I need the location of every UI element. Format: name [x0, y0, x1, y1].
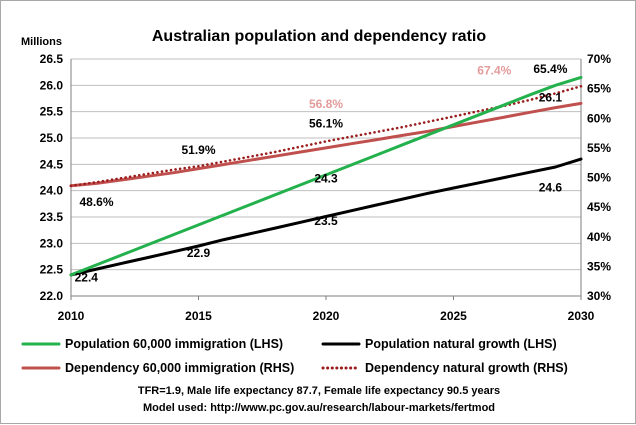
- right-tick-label: 35%: [587, 259, 611, 273]
- chart-title: Australian population and dependency rat…: [152, 28, 486, 45]
- data-label: 24.3: [314, 172, 338, 186]
- data-label: 56.8%: [309, 97, 343, 111]
- data-label: 51.9%: [181, 143, 215, 157]
- right-tick-label: 40%: [587, 230, 611, 244]
- data-label: 26.1: [539, 90, 563, 104]
- legend-label: Dependency natural growth (RHS): [365, 361, 568, 375]
- series-line-1: [69, 157, 583, 277]
- data-label: 22.4: [75, 271, 99, 285]
- left-tick-label: 23.5: [40, 210, 64, 224]
- series-line-2: [69, 101, 583, 188]
- legend-label: Population 60,000 immigration (LHS): [65, 337, 283, 351]
- left-tick-label: 22.0: [40, 289, 64, 303]
- right-tick-label: 45%: [587, 200, 611, 214]
- footnote-line-1: TFR=1.9, Male life expectancy 87.7, Fema…: [138, 385, 500, 397]
- series-line-0: [69, 75, 583, 277]
- x-tick-label: 2030: [568, 309, 595, 323]
- right-tick-label: 50%: [587, 171, 611, 185]
- data-label: 22.9: [187, 246, 211, 260]
- right-tick-label: 30%: [587, 289, 611, 303]
- left-axis-unit: Millions: [21, 36, 62, 48]
- right-tick-label: 70%: [587, 52, 611, 66]
- left-tick-label: 23.0: [40, 236, 64, 250]
- data-label: 65.4%: [533, 62, 567, 76]
- data-label: 48.6%: [79, 195, 113, 209]
- data-label: 56.1%: [309, 117, 343, 131]
- data-label: 23.5: [314, 214, 338, 228]
- left-tick-label: 25.0: [40, 131, 64, 145]
- left-tick-label: 24.0: [40, 184, 64, 198]
- x-tick-label: 2010: [58, 309, 85, 323]
- left-tick-label: 26.5: [40, 52, 64, 66]
- legend-label: Dependency 60,000 immigration (RHS): [65, 361, 294, 375]
- left-tick-label: 24.5: [40, 157, 64, 171]
- x-tick-label: 2025: [440, 309, 467, 323]
- left-tick-label: 26.0: [40, 78, 64, 92]
- footnote-line-2: Model used: http://www.pc.gov.au/researc…: [143, 402, 495, 414]
- right-tick-label: 65%: [587, 82, 611, 96]
- data-label: 24.6: [539, 181, 563, 195]
- left-tick-label: 22.5: [40, 263, 64, 277]
- data-labels: 22.4 22.9 23.5 24.3 24.6 26.1 48.6% 51.9% 56.1% 5…: [75, 62, 568, 284]
- legend-label: Population natural growth (LHS): [365, 337, 557, 351]
- gridlines: [71, 58, 581, 297]
- x-tick-label: 2020: [313, 309, 340, 323]
- data-label: 67.4%: [477, 63, 511, 77]
- series-lines: [69, 75, 583, 277]
- right-tick-label: 55%: [587, 141, 611, 155]
- x-tick-label: 2015: [185, 309, 212, 323]
- axes: 22.0 22.5 23.0 23.5 24.0 24.5 25.0 25.5 26.0 26.5…: [40, 52, 612, 323]
- left-tick-label: 25.5: [40, 105, 64, 119]
- right-tick-label: 60%: [587, 111, 611, 125]
- legend: Population 60,000 immigration (LHS) Popul…: [21, 337, 568, 375]
